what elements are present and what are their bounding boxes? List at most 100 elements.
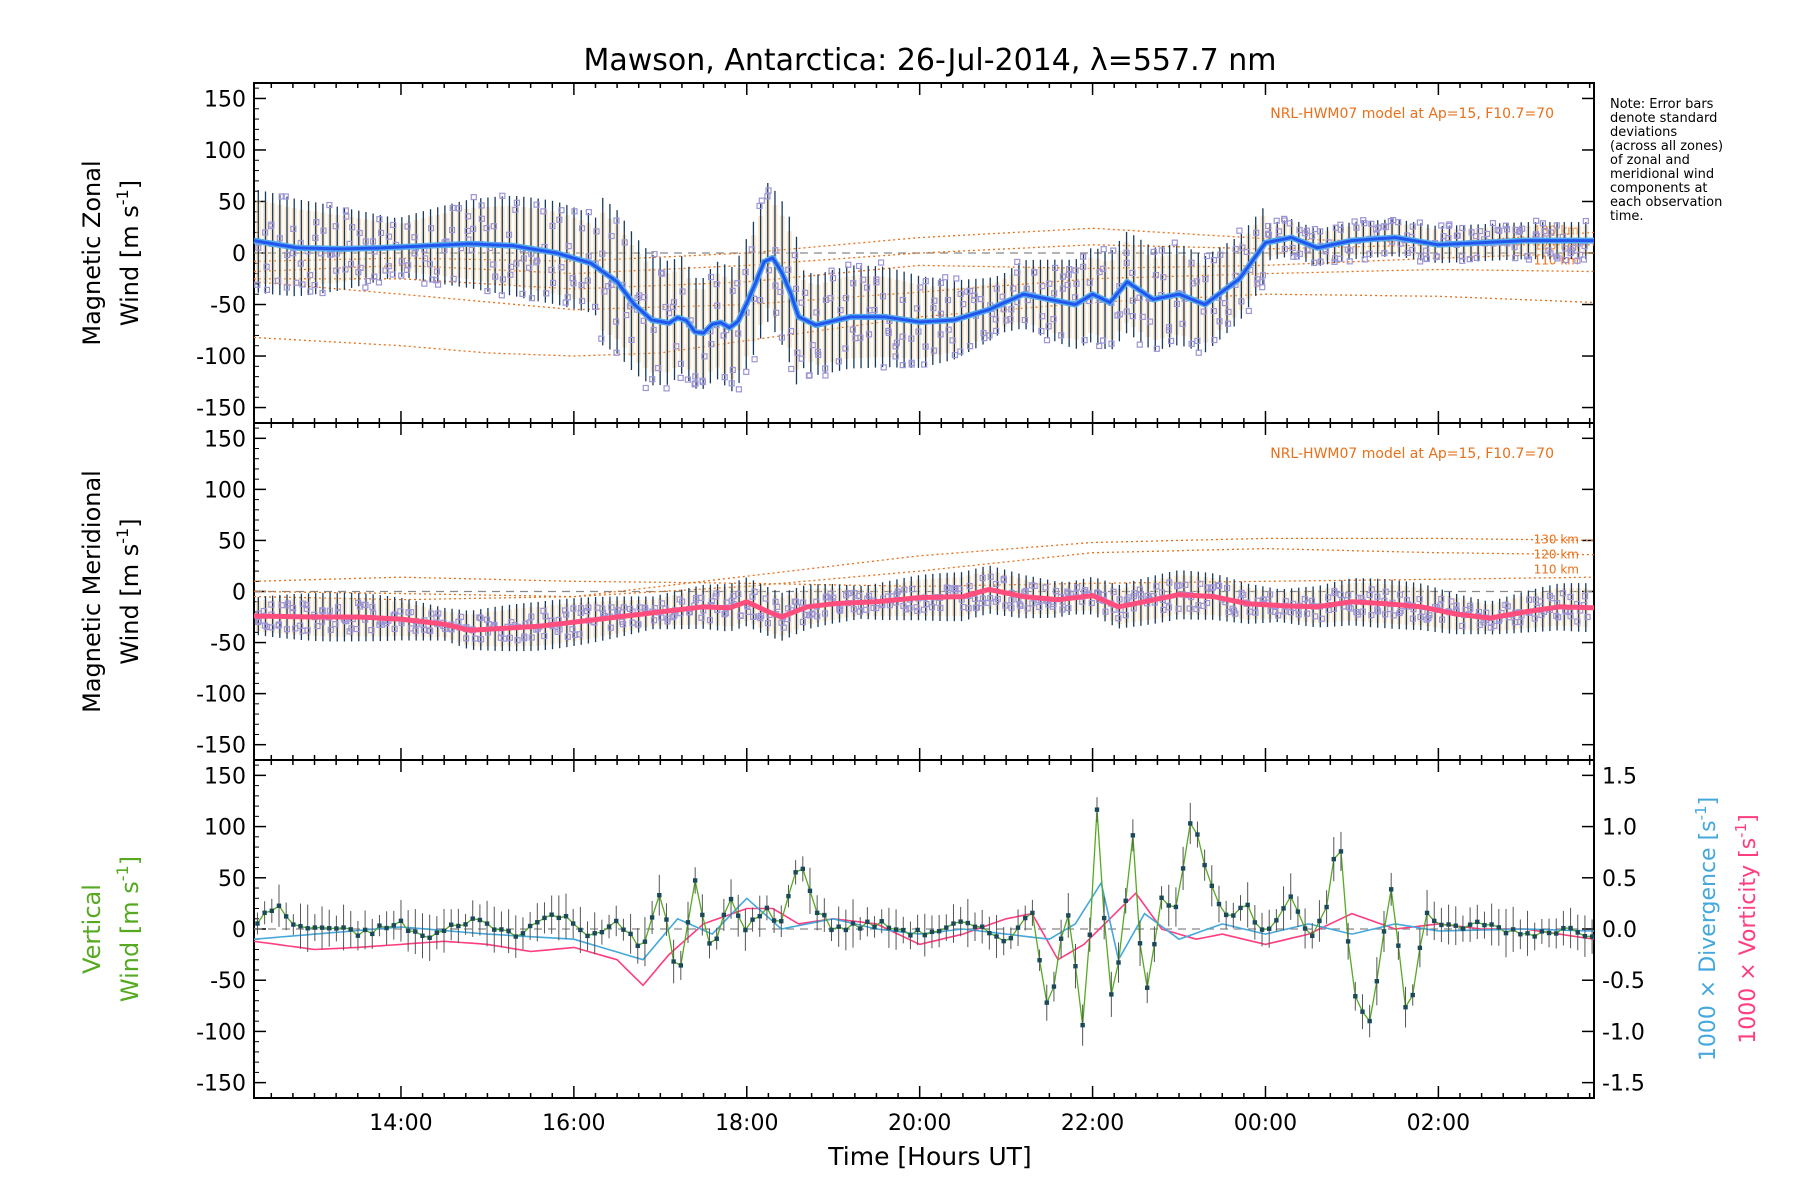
zone-sample-marker [1136, 341, 1143, 348]
zone-sample-marker [1454, 232, 1461, 239]
zone-sample-marker [1559, 590, 1567, 597]
zone-sample-marker [412, 627, 419, 634]
zone-sample-marker [1007, 315, 1014, 323]
zone-sample-marker [922, 278, 929, 285]
zone-sample-marker [821, 610, 829, 617]
vertical-wind-point [972, 924, 978, 929]
zone-sample-marker [1065, 604, 1072, 612]
x-tick-label: 02:00 [1407, 1111, 1470, 1136]
zone-sample-marker [901, 586, 908, 593]
vertical-wind-point [786, 893, 791, 899]
zone-sample-marker [619, 621, 627, 628]
zone-sample-marker [478, 636, 485, 643]
vertical-wind-point [570, 921, 576, 926]
zone-sample-marker [1281, 245, 1288, 253]
zone-sample-marker [1116, 596, 1123, 603]
zone-sample-marker [1129, 269, 1136, 276]
vertical-wind-point [255, 921, 260, 926]
zone-sample-marker [283, 626, 291, 633]
zone-sample-marker [483, 225, 490, 232]
zone-sample-marker [507, 271, 514, 278]
zone-sample-marker [937, 310, 945, 317]
y-tick-label: 50 [218, 867, 246, 892]
vertical-wind-point [463, 922, 468, 927]
zone-sample-marker [1014, 269, 1021, 276]
zone-sample-marker [1381, 250, 1388, 257]
zone-sample-marker [992, 316, 999, 323]
zone-sample-marker [1308, 233, 1316, 240]
zone-sample-marker [1473, 254, 1480, 261]
zone-sample-marker [987, 573, 994, 580]
vorticity-axis-label: 1000 × Vorticity [s-1] [1732, 814, 1761, 1043]
y-tick-label: 0 [232, 581, 246, 606]
zone-sample-marker [734, 280, 741, 287]
zone-sample-marker [772, 247, 779, 254]
zone-sample-marker [584, 277, 591, 284]
zone-sample-marker [1023, 285, 1030, 292]
zone-sample-marker [450, 275, 457, 282]
zone-sample-marker [353, 625, 360, 633]
vertical-wind-point [1109, 992, 1114, 997]
zone-sample-marker [326, 607, 333, 614]
vertical-wind-point [1496, 925, 1502, 930]
zone-sample-marker [650, 617, 658, 624]
zone-sample-marker [326, 201, 333, 209]
zone-sample-marker [1022, 588, 1029, 595]
zone-sample-marker [850, 280, 857, 287]
zone-sample-marker [949, 337, 956, 344]
vertical-wind-point [872, 924, 877, 930]
zone-sample-marker [921, 361, 928, 368]
zone-sample-marker [944, 296, 952, 304]
vertical-wind-point [484, 921, 490, 926]
zone-sample-marker [1416, 219, 1423, 226]
zone-sample-marker [842, 345, 849, 352]
model-curve [253, 244, 1594, 275]
zone-sample-marker [262, 229, 269, 236]
divergence-line [253, 880, 1595, 962]
zone-sample-marker [993, 327, 1000, 334]
zone-sample-marker [714, 302, 721, 309]
y2-tick-label: 0.5 [1602, 867, 1637, 892]
y-tick-label: 100 [204, 816, 246, 841]
vertical-wind-point [922, 932, 927, 938]
zone-sample-marker [728, 380, 735, 387]
y-tick-label: -50 [210, 969, 246, 994]
zone-sample-marker [362, 284, 369, 291]
zone-sample-marker [313, 219, 320, 226]
zone-sample-marker [427, 627, 434, 635]
zone-sample-marker [1166, 579, 1173, 586]
zone-sample-marker [433, 268, 441, 275]
vertical-wind-point [621, 927, 626, 932]
zone-sample-marker [791, 252, 798, 259]
vertical-wind-point [506, 928, 511, 934]
zone-sample-marker [1152, 271, 1160, 279]
zone-sample-marker [290, 250, 297, 257]
zone-sample-marker [978, 600, 985, 607]
zone-sample-marker [658, 269, 665, 276]
model-curve [254, 252, 1595, 290]
zone-sample-marker [1537, 598, 1545, 605]
zone-sample-marker [1096, 268, 1103, 276]
zone-sample-marker [608, 281, 615, 288]
y-tick-label: -150 [196, 397, 246, 422]
zone-sample-marker [980, 329, 987, 337]
zone-sample-marker [558, 207, 565, 214]
zone-sample-marker [880, 364, 887, 371]
zone-sample-marker [274, 277, 282, 284]
zone-sample-marker [1031, 582, 1038, 590]
zone-sample-marker [463, 635, 470, 642]
zone-sample-marker [1476, 228, 1483, 235]
zone-sample-marker [1030, 269, 1038, 276]
y-tick-label: 150 [204, 764, 246, 789]
zone-sample-marker [1437, 602, 1444, 609]
zone-sample-marker [421, 280, 428, 287]
vertical-wind-point [1568, 925, 1573, 931]
vertical-wind-point [499, 927, 504, 932]
x-tick-label: 16:00 [542, 1111, 605, 1136]
y-tick-label: -100 [196, 683, 246, 708]
x-tick-label: 22:00 [1061, 1111, 1124, 1136]
zone-sample-marker [1203, 599, 1211, 607]
zone-sample-marker [1014, 258, 1021, 266]
